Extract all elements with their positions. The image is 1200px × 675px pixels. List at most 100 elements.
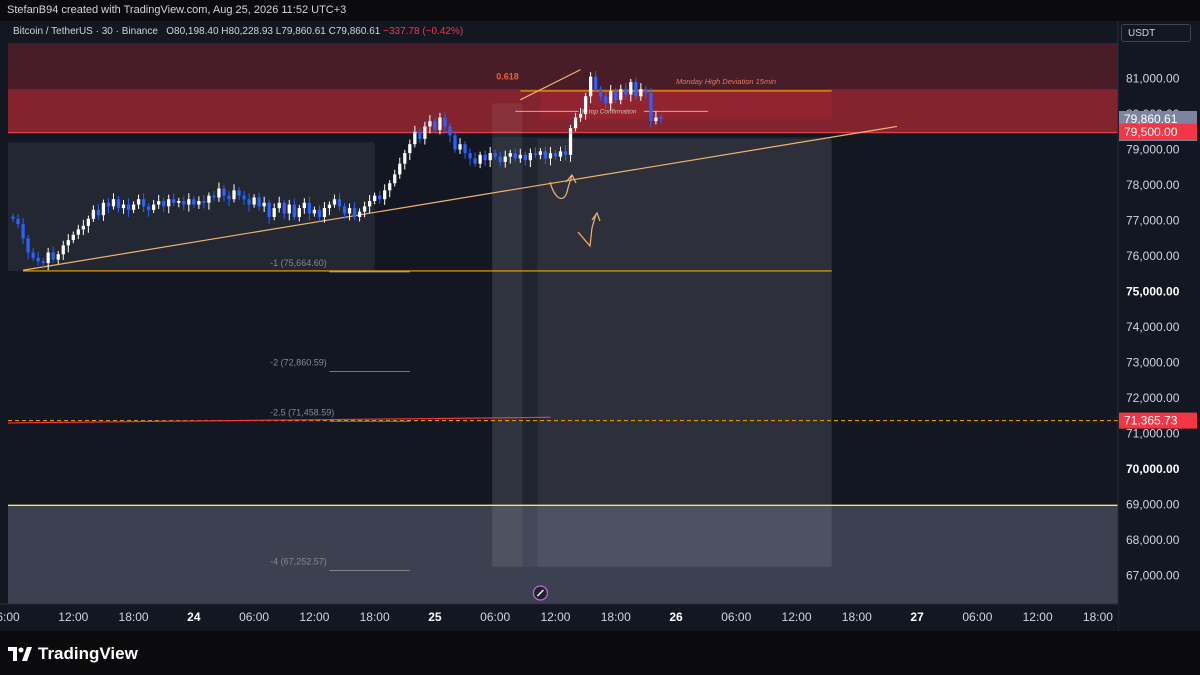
- candle-body: [403, 153, 407, 164]
- price-chart[interactable]: -1 (75,664.60) -2 (72,860.59) -2.5 (71,458…: [0, 21, 1200, 631]
- candle-body: [232, 190, 236, 200]
- red-target-line: [7, 416, 551, 424]
- candle-body: [141, 199, 146, 207]
- y-tick-label: 71,000.00: [1126, 427, 1180, 441]
- projection-box: [492, 137, 832, 567]
- candle-body: [26, 238, 30, 253]
- candle-body: [508, 153, 512, 157]
- y-tick-label: 75,000.00: [1126, 285, 1180, 299]
- tradingview-logo-icon: [8, 647, 32, 661]
- candle-body: [463, 144, 467, 154]
- candle-body: [322, 208, 327, 217]
- candle-body: [659, 117, 663, 119]
- candle-body: [91, 209, 96, 219]
- x-tick-label: 06:00: [480, 610, 510, 624]
- range-box: [8, 142, 375, 271]
- candle-body: [192, 199, 196, 205]
- y-tick-label: 78,000.00: [1126, 178, 1180, 192]
- tradingview-brand: TradingView: [38, 644, 138, 663]
- symbol-legend: Bitcoin / TetherUS · 30 · Binance O80,19…: [13, 26, 463, 37]
- legend-open: O80,198.40: [166, 26, 219, 37]
- candle-body: [473, 158, 477, 164]
- price-tag-0: [1119, 123, 1197, 140]
- candle-body: [61, 245, 65, 255]
- candle-body: [116, 199, 121, 209]
- candle-body: [614, 90, 618, 100]
- candle-body: [433, 121, 437, 130]
- candle-body: [583, 96, 588, 115]
- candle-body: [207, 195, 211, 203]
- tradingview-logo[interactable]: TradingView: [8, 644, 138, 664]
- candle-body: [357, 211, 362, 217]
- x-tick-label: 18:00: [1083, 610, 1113, 624]
- legend-high: H80,228.93: [221, 26, 273, 37]
- price-tag-label-0: 79,500.00: [1124, 125, 1178, 139]
- x-tick-label: 24: [187, 610, 201, 624]
- y-tick-label: 73,000.00: [1126, 356, 1180, 370]
- y-tick-label: 69,000.00: [1126, 498, 1180, 512]
- candle-body: [423, 126, 427, 139]
- candle-body: [247, 199, 251, 205]
- legend-close: C79,860.61: [328, 26, 381, 37]
- candle-body: [182, 201, 186, 205]
- candle-body: [272, 208, 276, 217]
- candle-body: [438, 117, 442, 130]
- currency-button[interactable]: USDT: [1121, 24, 1191, 42]
- candle-body: [217, 188, 221, 198]
- candle-body: [634, 82, 638, 97]
- candle-body: [292, 204, 296, 217]
- candle-body: [162, 201, 166, 207]
- footer-bar: TradingView: [0, 631, 1200, 675]
- candle-body: [317, 209, 322, 217]
- projection-pillar-right: [537, 138, 832, 567]
- candle-body: [111, 199, 116, 207]
- candle-body: [337, 199, 342, 207]
- candle-body: [172, 199, 176, 203]
- m-top-label: M top Confirmation: [582, 108, 637, 115]
- candle-body: [609, 90, 613, 104]
- candle-body: [373, 195, 377, 202]
- credit-text: StefanB94 created with TradingView.com, …: [7, 4, 347, 16]
- candle-body: [413, 131, 417, 145]
- candle-body: [101, 202, 106, 216]
- candle-body: [21, 224, 25, 239]
- candle-body: [523, 154, 527, 161]
- candle-body: [227, 195, 231, 200]
- candle-body: [152, 204, 156, 210]
- candle-body: [493, 153, 497, 157]
- y-tick-label: 67,000.00: [1126, 569, 1180, 583]
- candle-body: [543, 151, 548, 159]
- candle-body: [654, 117, 658, 122]
- monday-deviation-label: Monday High Deviation 15min: [676, 77, 776, 86]
- time-axis-bg: [0, 604, 1118, 631]
- candle-body: [563, 151, 568, 155]
- candle-body: [649, 92, 653, 122]
- candle-body: [362, 206, 367, 212]
- candle-body: [599, 89, 603, 97]
- candle-body: [252, 197, 256, 205]
- candle-body: [106, 202, 111, 207]
- candle-body: [51, 252, 55, 260]
- candle-body: [96, 209, 101, 216]
- x-tick-label: 18:00: [601, 610, 631, 624]
- candle-body: [604, 96, 608, 104]
- candle-body: [121, 204, 126, 209]
- legend-change: −337.78 (−0.42%): [383, 26, 464, 37]
- deviation-zone: [8, 89, 1118, 133]
- candle-body: [147, 206, 151, 210]
- candle-body: [347, 208, 352, 214]
- candle-body: [282, 202, 286, 214]
- candle-body: [428, 121, 432, 127]
- candle-body: [86, 218, 90, 226]
- candle-body: [242, 195, 246, 200]
- fib-label-0: -1 (75,664.60): [270, 258, 327, 268]
- candle-body: [56, 254, 60, 260]
- short-trendline: [520, 69, 581, 101]
- candle-body: [352, 208, 357, 217]
- candle-body: [578, 114, 583, 118]
- candle-body: [538, 151, 543, 155]
- candle-body: [222, 188, 226, 196]
- candle-body: [126, 204, 131, 210]
- event-marker-glyph: [536, 589, 544, 597]
- candle-body: [76, 229, 80, 235]
